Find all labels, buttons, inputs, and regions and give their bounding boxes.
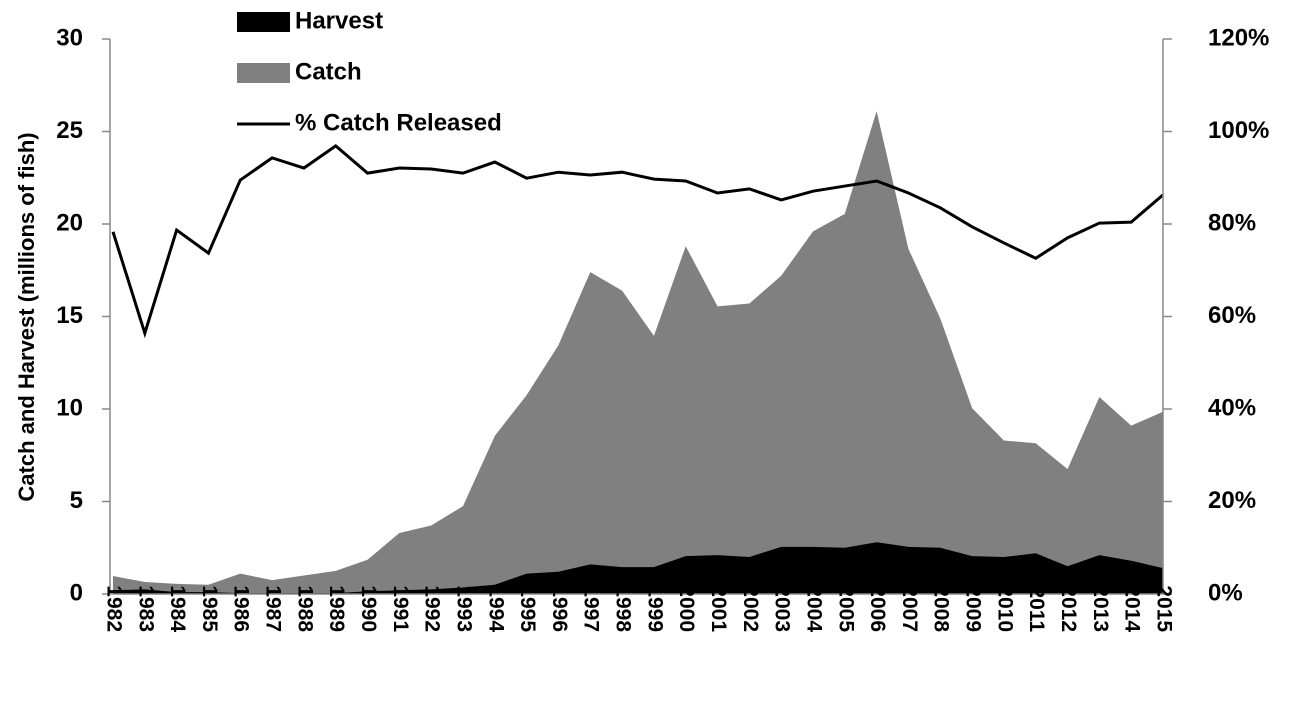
x-tick-label: 2001 — [707, 585, 730, 632]
legend-label: Harvest — [295, 7, 383, 34]
y-tick-label: 15 — [56, 302, 83, 329]
x-tick-label: 2004 — [802, 585, 825, 632]
y-tick-label: 5 — [70, 487, 83, 514]
x-tick-label: 1997 — [580, 585, 603, 632]
x-tick-label: 2013 — [1089, 585, 1112, 632]
x-tick-label: 2011 — [1025, 586, 1048, 632]
y-tick-label: 10 — [56, 394, 83, 421]
legend-label: Catch — [295, 58, 362, 85]
x-tick-label: 2005 — [834, 585, 857, 632]
x-tick-label: 2012 — [1057, 585, 1080, 632]
legend-swatch — [237, 12, 290, 32]
x-tick-label: 1996 — [548, 585, 571, 632]
y2-tick-label: 60% — [1208, 302, 1256, 329]
area — [113, 111, 1163, 595]
y-tick-label: 0 — [70, 579, 83, 606]
y2-tick-label: 20% — [1208, 487, 1256, 514]
x-tick-label: 2009 — [962, 585, 985, 632]
x-tick-label: 1995 — [516, 585, 539, 632]
y-tick-label: 25 — [56, 117, 83, 144]
area — [113, 542, 1163, 594]
y-tick-label: 30 — [56, 24, 83, 51]
x-tick-label: 1986 — [230, 585, 253, 632]
x-tick-label: 1985 — [198, 585, 221, 632]
y2-tick-label: 100% — [1208, 117, 1269, 144]
x-tick-label: 1998 — [612, 585, 635, 632]
x-tick-label: 2007 — [898, 585, 921, 632]
x-tick-label: 1992 — [421, 585, 444, 632]
y-tick-label: 20 — [56, 209, 83, 236]
x-tick-label: 1994 — [484, 585, 507, 632]
x-tick-label: 1988 — [293, 585, 316, 632]
x-tick-label: 1991 — [389, 585, 412, 632]
y-axis-title: Catch and Harvest (millions of fish) — [14, 132, 39, 501]
x-tick-label: 1993 — [452, 585, 475, 632]
legend-swatch — [237, 63, 290, 83]
legend-label: % Catch Released — [295, 109, 502, 136]
x-tick-label: 2015 — [1152, 585, 1175, 632]
line — [111, 143, 1164, 339]
x-tick-label: 2008 — [930, 585, 953, 632]
x-tick-label: 1983 — [134, 585, 157, 632]
x-tick-label: 2003 — [771, 585, 794, 632]
x-tick-label: 1990 — [357, 585, 380, 632]
y2-tick-label: 0% — [1208, 579, 1243, 606]
x-tick-label: 1987 — [262, 585, 285, 632]
x-tick-label: 1982 — [102, 585, 125, 632]
x-tick-label: 1999 — [643, 585, 666, 632]
x-tick-label: 1989 — [325, 585, 348, 632]
y2-tick-label: 40% — [1208, 394, 1256, 421]
x-tick-label: 2000 — [675, 585, 698, 632]
x-tick-label: 2002 — [739, 585, 762, 632]
y2-tick-label: 120% — [1208, 24, 1269, 51]
x-tick-label: 2014 — [1121, 585, 1144, 632]
y2-tick-label: 80% — [1208, 209, 1256, 236]
x-tick-label: 2010 — [993, 585, 1016, 632]
x-tick-label: 1984 — [166, 585, 189, 632]
x-tick-label: 2006 — [866, 585, 889, 632]
